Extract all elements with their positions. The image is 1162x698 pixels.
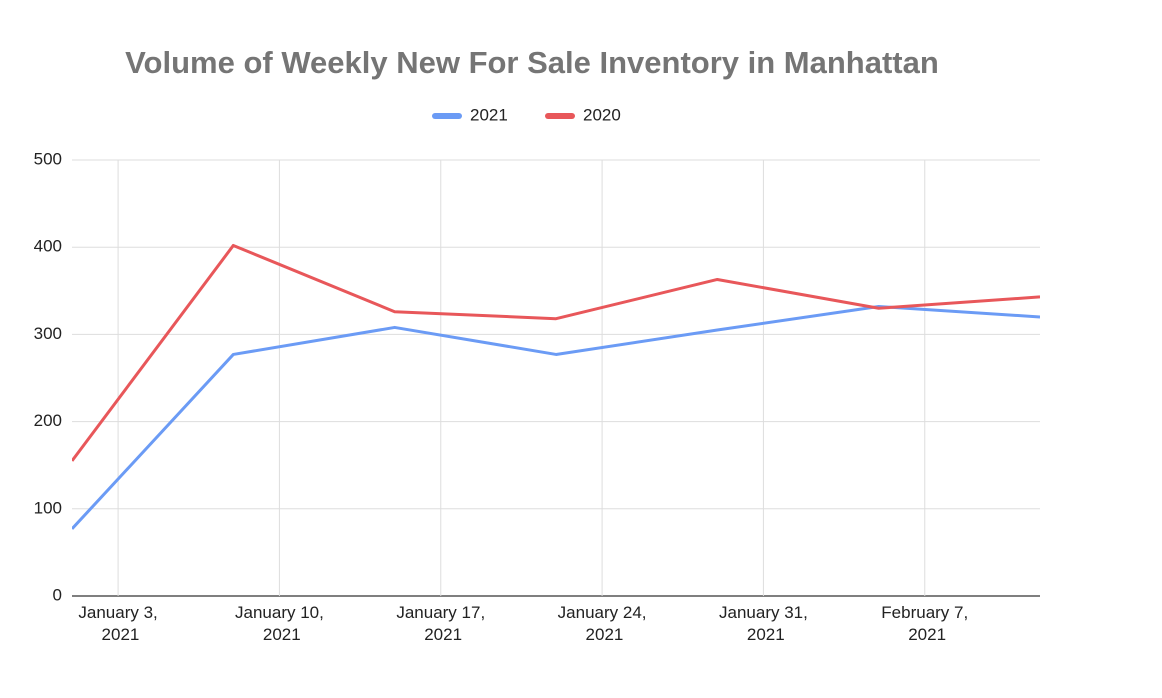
x-tick-label: January 3, 2021 <box>78 603 157 644</box>
y-tick-label: 200 <box>34 411 62 430</box>
series-line <box>72 243 1040 462</box>
y-tick-label: 300 <box>34 324 62 343</box>
chart-title: Volume of Weekly New For Sale Inventory … <box>125 45 939 80</box>
x-tick-label: January 17, 2021 <box>396 603 485 644</box>
legend-label: 2021 <box>470 105 508 124</box>
x-tick-label: January 10, 2021 <box>235 603 324 644</box>
x-tick-label: February 7, 2021 <box>881 603 968 644</box>
legend-label: 2020 <box>583 105 621 124</box>
y-tick-label: 100 <box>34 498 62 517</box>
series-line <box>72 304 1040 530</box>
x-tick-label: January 24, 2021 <box>558 603 647 644</box>
x-tick-label: January 31, 2021 <box>719 603 808 644</box>
y-tick-label: 500 <box>34 149 62 168</box>
y-tick-label: 0 <box>53 585 62 604</box>
y-tick-label: 400 <box>34 237 62 256</box>
